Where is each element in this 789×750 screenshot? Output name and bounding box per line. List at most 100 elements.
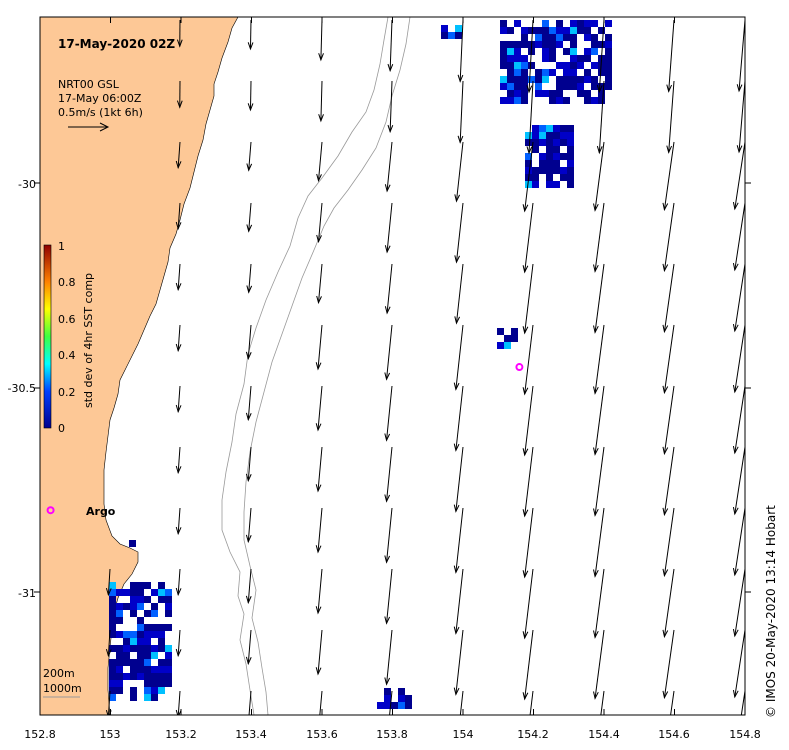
current-arrow xyxy=(662,568,675,639)
sst-pixel xyxy=(158,582,165,589)
sst-pixel xyxy=(151,624,158,631)
current-arrow xyxy=(175,385,182,414)
sst-pixel xyxy=(405,695,412,702)
sst-pixel xyxy=(507,62,514,69)
map-title: 17-May-2020 02Z xyxy=(58,37,175,51)
sst-pixel xyxy=(532,174,539,181)
sst-pixel xyxy=(553,153,560,160)
sst-pixel xyxy=(130,603,137,610)
sst-pixel xyxy=(539,160,546,167)
colorbar-tick-label: 0.4 xyxy=(58,349,76,362)
sst-pixel xyxy=(504,342,511,349)
sst-pixel xyxy=(577,20,584,27)
colorbar-tick-label: 0.6 xyxy=(58,313,76,326)
sst-pixel xyxy=(521,90,528,97)
sst-pixel xyxy=(605,48,612,55)
sst-pixel xyxy=(532,181,539,188)
current-arrow xyxy=(732,385,745,455)
sst-pixel xyxy=(398,702,405,709)
current-arrow xyxy=(248,690,252,715)
sst-pixel xyxy=(570,48,577,55)
colorbar-title: std dev of 4hr SST comp xyxy=(82,273,95,408)
argo-float-markers xyxy=(46,363,524,515)
sst-pixel xyxy=(563,76,570,83)
sst-pixel xyxy=(556,34,563,41)
sst-pixel xyxy=(605,62,612,69)
credit-text: © IMOS 20-May-2020 13:14 Hobart xyxy=(764,505,778,718)
sst-pixel xyxy=(144,645,151,652)
sst-pixel xyxy=(556,83,563,90)
sst-pixel xyxy=(591,34,598,41)
y-axis-labels: -30 -30.5 -31 xyxy=(8,178,36,600)
sst-pixel xyxy=(546,181,553,188)
sst-pixel xyxy=(511,328,518,335)
sst-pixel xyxy=(567,139,574,146)
sst-pixel xyxy=(500,27,507,34)
sst-pixel xyxy=(123,631,130,638)
sst-pixel xyxy=(500,62,507,69)
sst-pixel xyxy=(553,181,560,188)
sst-pixel xyxy=(144,624,151,631)
axis-ticks xyxy=(34,17,751,715)
sst-pixel xyxy=(144,673,151,680)
sst-pixel xyxy=(165,596,172,603)
x-tick-label: 154.8 xyxy=(729,728,761,741)
current-arrow xyxy=(384,263,393,315)
sst-pixel xyxy=(500,20,507,27)
x-tick-label: 152.8 xyxy=(24,728,56,741)
y-tick-label: -31 xyxy=(18,587,36,600)
sst-pixel xyxy=(549,34,556,41)
current-arrow xyxy=(246,141,253,172)
current-arrow xyxy=(522,141,534,213)
sst-pixel xyxy=(598,97,605,104)
colorbar xyxy=(43,244,52,429)
sst-pixel xyxy=(391,702,398,709)
sst-pixel xyxy=(535,27,542,34)
sst-pixel xyxy=(560,132,567,139)
sst-pixel xyxy=(123,645,130,652)
current-arrow xyxy=(453,629,464,696)
sst-pixel xyxy=(130,673,137,680)
current-arrow xyxy=(315,568,323,615)
sst-pixel xyxy=(570,27,577,34)
sst-pixel xyxy=(553,146,560,153)
sst-pixel xyxy=(158,673,165,680)
arrow-scale-label: 0.5m/s (1kt 6h) xyxy=(58,106,143,119)
depth-legend-1000m: 1000m xyxy=(43,682,82,695)
sst-pixel xyxy=(137,673,144,680)
current-arrow xyxy=(318,80,324,123)
x-axis-labels: 152.8 153 153.2 153.4 153.6 153.8 154 15… xyxy=(24,728,761,741)
sst-pixel xyxy=(144,610,151,617)
current-arrow xyxy=(522,324,534,396)
sst-pixel xyxy=(605,34,612,41)
sst-pixel xyxy=(556,27,563,34)
sst-pixel xyxy=(563,62,570,69)
current-arrow xyxy=(316,263,323,305)
coastline-land xyxy=(40,17,239,715)
arrow-scale-key xyxy=(68,122,110,132)
sst-pixel xyxy=(567,153,574,160)
x-tick-label: 153 xyxy=(100,728,121,741)
sst-pixel xyxy=(542,20,549,27)
sst-pixel xyxy=(546,139,553,146)
sst-pixel xyxy=(546,174,553,181)
sst-pixel xyxy=(521,41,528,48)
sst-pixel xyxy=(151,589,158,596)
sst-pixel xyxy=(130,596,137,603)
sst-pixel xyxy=(123,652,130,659)
x-tick-label: 153.8 xyxy=(376,728,408,741)
sst-pixel xyxy=(584,76,591,83)
current-vectors xyxy=(105,19,745,715)
sst-pixel xyxy=(542,90,549,97)
contour-200m xyxy=(221,17,389,715)
x-tick-label: 153.4 xyxy=(235,728,267,741)
current-arrow xyxy=(593,385,605,456)
sst-pixel xyxy=(591,83,598,90)
current-arrow xyxy=(453,324,464,391)
sst-pixel xyxy=(577,55,584,62)
current-arrow xyxy=(245,568,252,605)
sst-pixel xyxy=(567,146,574,153)
current-arrow xyxy=(596,19,605,94)
current-arrow xyxy=(454,263,464,325)
sst-pixel xyxy=(144,666,151,673)
